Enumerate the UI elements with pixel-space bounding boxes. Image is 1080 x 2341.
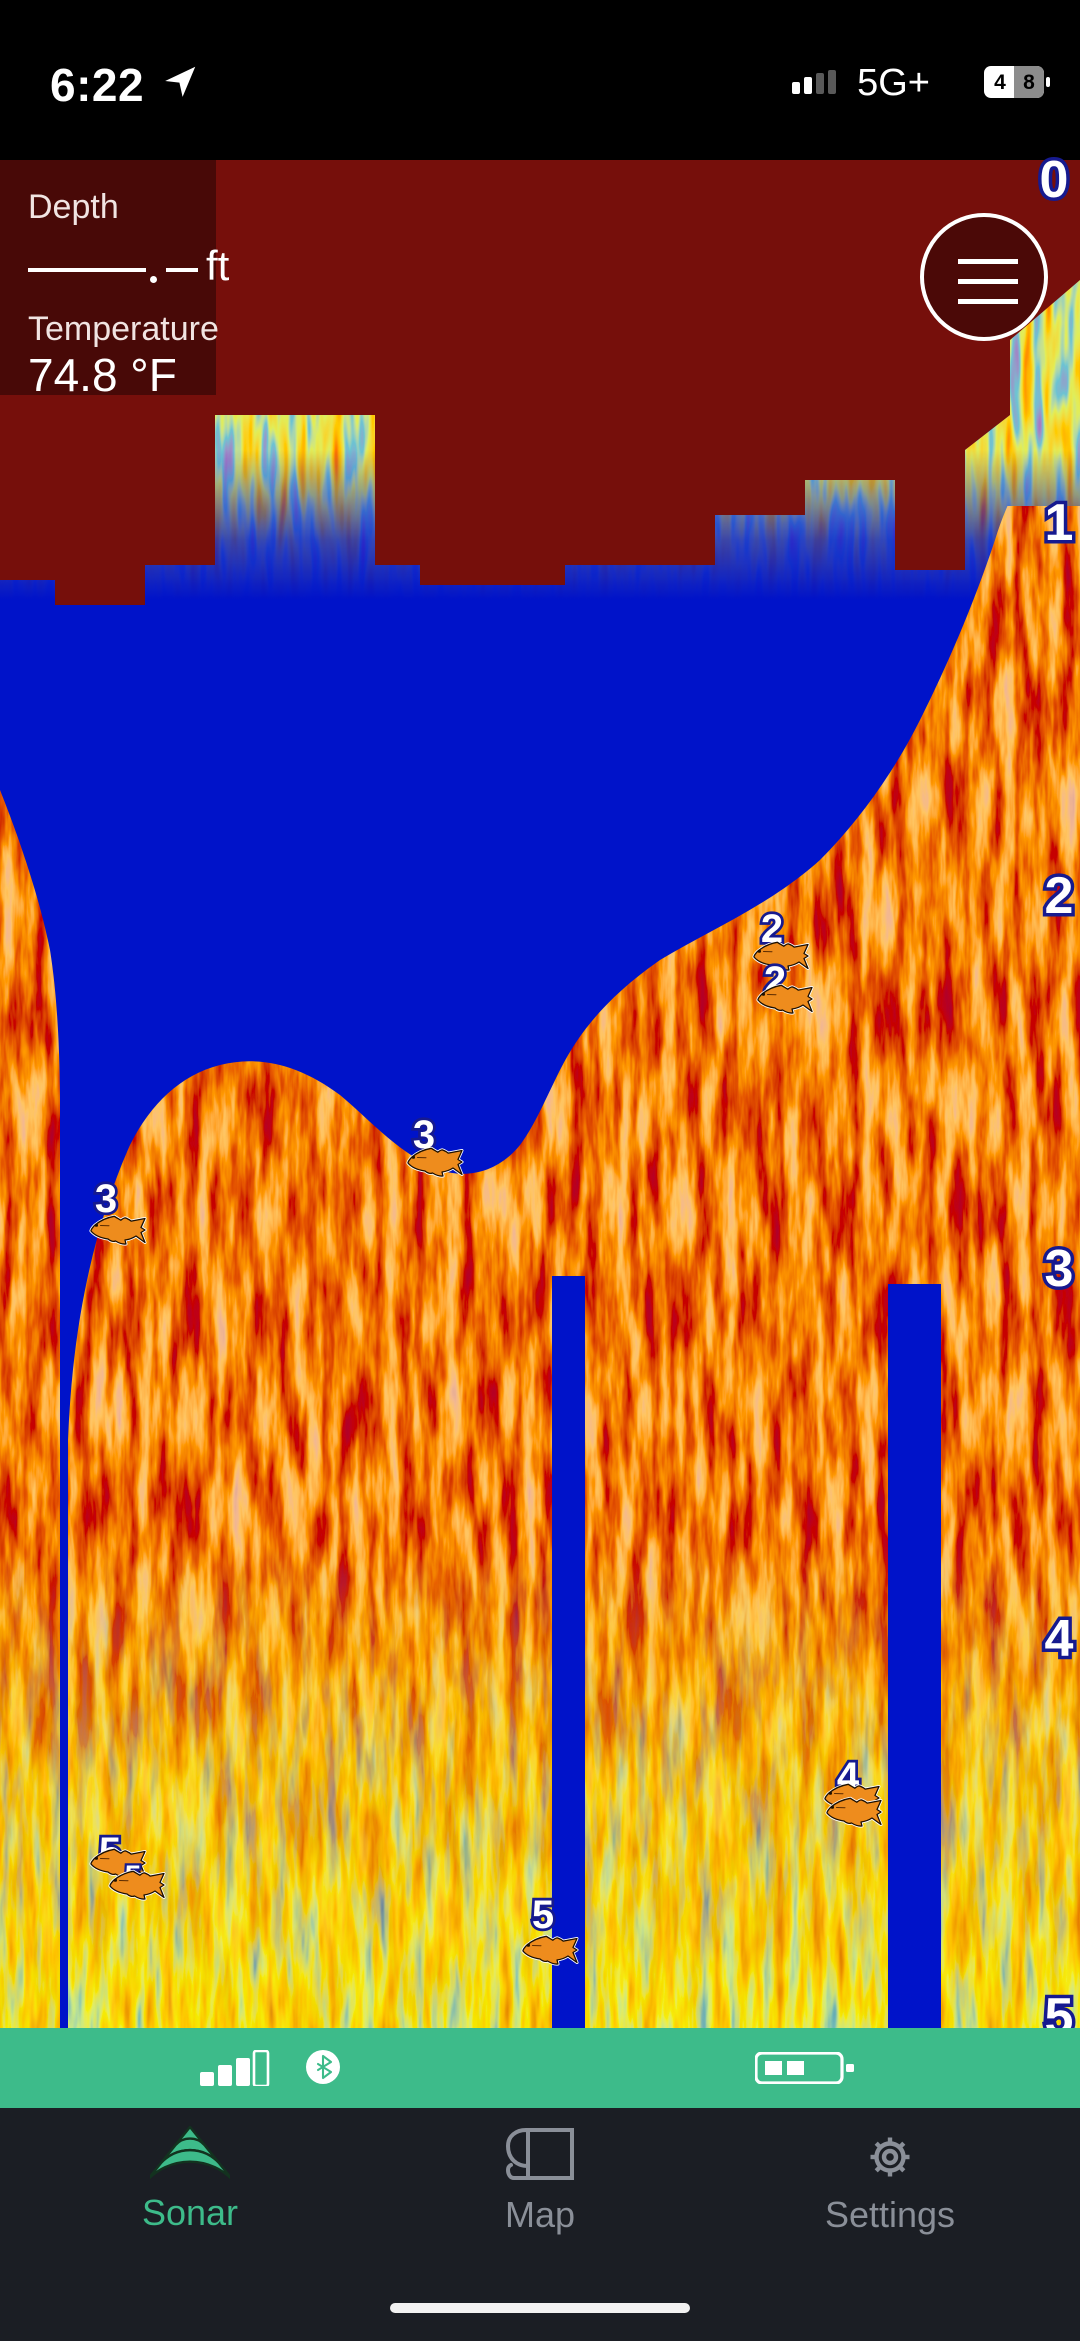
svg-text:8: 8 bbox=[1023, 71, 1035, 94]
svg-text:4: 4 bbox=[994, 71, 1006, 94]
